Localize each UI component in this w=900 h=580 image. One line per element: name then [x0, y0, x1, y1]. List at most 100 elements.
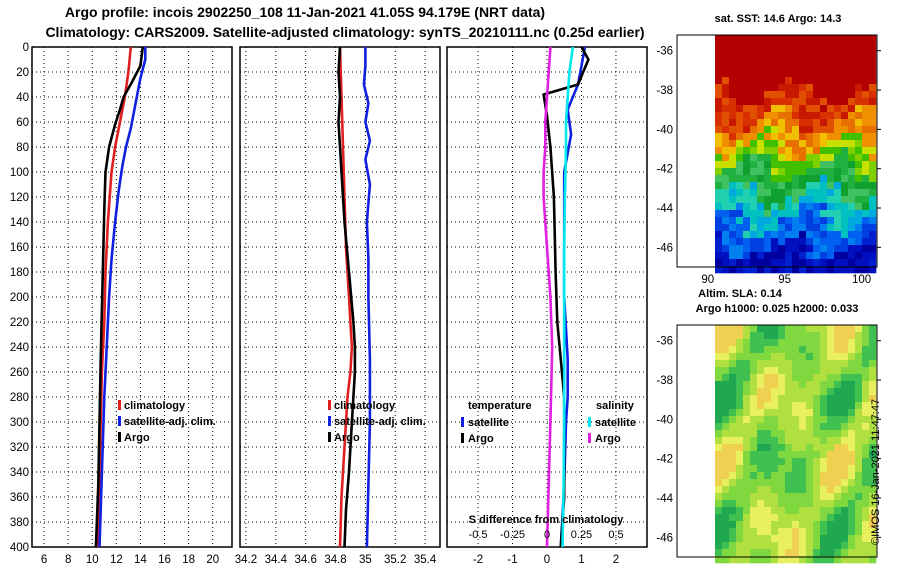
map-cell [806, 423, 814, 431]
map-cell [869, 105, 877, 113]
map-cell [771, 430, 779, 438]
map-cell [841, 514, 849, 522]
map-cell [813, 35, 821, 43]
map-cell [820, 84, 828, 92]
map-cell [813, 231, 821, 239]
map-cell [862, 374, 870, 382]
map-cell [771, 259, 779, 267]
map-cell [771, 360, 779, 368]
map-cell [841, 154, 849, 162]
map-cell [820, 346, 828, 354]
map-cell [820, 493, 828, 501]
map-cell [820, 168, 828, 176]
map-cell [764, 182, 772, 190]
map-cell [827, 182, 835, 190]
map-cell [736, 77, 744, 85]
map-cell [715, 182, 723, 190]
map-cell [848, 63, 856, 71]
legend-label: Argo [468, 433, 494, 445]
map-cell [729, 437, 737, 445]
map-cell [799, 346, 807, 354]
map-cell [834, 49, 842, 57]
map-cell [736, 98, 744, 106]
map-cell [806, 472, 814, 480]
map-cell [841, 84, 849, 92]
legend-label: Argo [334, 432, 360, 444]
map-cell [841, 231, 849, 239]
map-cell [785, 210, 793, 218]
map-cell [806, 140, 814, 148]
map-cell [862, 507, 870, 515]
map-cell [799, 161, 807, 169]
map-cell [848, 360, 856, 368]
map-cell [764, 325, 772, 333]
map-cell [764, 458, 772, 466]
map-cell [722, 535, 730, 543]
map-cell [757, 479, 765, 487]
map-cell [771, 332, 779, 340]
map-cell [743, 514, 751, 522]
map-cell [813, 98, 821, 106]
map-cell [862, 325, 870, 333]
map-cell [722, 91, 730, 99]
map-cell [848, 175, 856, 183]
map-cell [806, 388, 814, 396]
map-cell [799, 91, 807, 99]
map-cell [771, 388, 779, 396]
map-cell [792, 409, 800, 417]
map-cell [771, 112, 779, 120]
map-cell [820, 112, 828, 120]
map-cell [806, 416, 814, 424]
map-cell [722, 479, 730, 487]
map-cell [834, 56, 842, 64]
map-cell [799, 374, 807, 382]
map-cell [820, 416, 828, 424]
map-cell [848, 465, 856, 473]
map-cell [785, 388, 793, 396]
map-cell [862, 542, 870, 550]
map-cell [869, 556, 877, 564]
map-cell [813, 112, 821, 120]
map-cell [757, 556, 765, 564]
map-cell [813, 224, 821, 232]
map-cell [869, 437, 877, 445]
map-cell [806, 486, 814, 494]
map-cell [820, 395, 828, 403]
map-cell [813, 245, 821, 253]
map-cell [722, 238, 730, 246]
map-cell [771, 56, 779, 64]
map-cell [806, 266, 814, 274]
map-cell [813, 507, 821, 515]
map-cell [785, 154, 793, 162]
map-cell [778, 444, 786, 452]
map-cell [827, 91, 835, 99]
map-cell [799, 465, 807, 473]
map-cell [722, 395, 730, 403]
map-cell [757, 252, 765, 260]
map-cell [806, 175, 814, 183]
map-cell [771, 556, 779, 564]
map-cell [827, 245, 835, 253]
map-cell [799, 35, 807, 43]
map-cell [855, 381, 863, 389]
map-cell [715, 388, 723, 396]
x-tick-label: 35.2 [384, 554, 406, 566]
map-cell [736, 266, 744, 274]
map-cell [715, 98, 723, 106]
map-cell [848, 507, 856, 515]
map-cell [722, 84, 730, 92]
map-cell [785, 465, 793, 473]
map-cell [750, 514, 758, 522]
map-cell [778, 161, 786, 169]
map-cell [848, 42, 856, 50]
map-cell [792, 175, 800, 183]
map-cell [722, 98, 730, 106]
map-cell [799, 339, 807, 347]
map-cell [834, 472, 842, 480]
map-cell [855, 437, 863, 445]
map-cell [862, 224, 870, 232]
map-cell [743, 266, 751, 274]
map-cell [848, 203, 856, 211]
map-cell [743, 374, 751, 382]
